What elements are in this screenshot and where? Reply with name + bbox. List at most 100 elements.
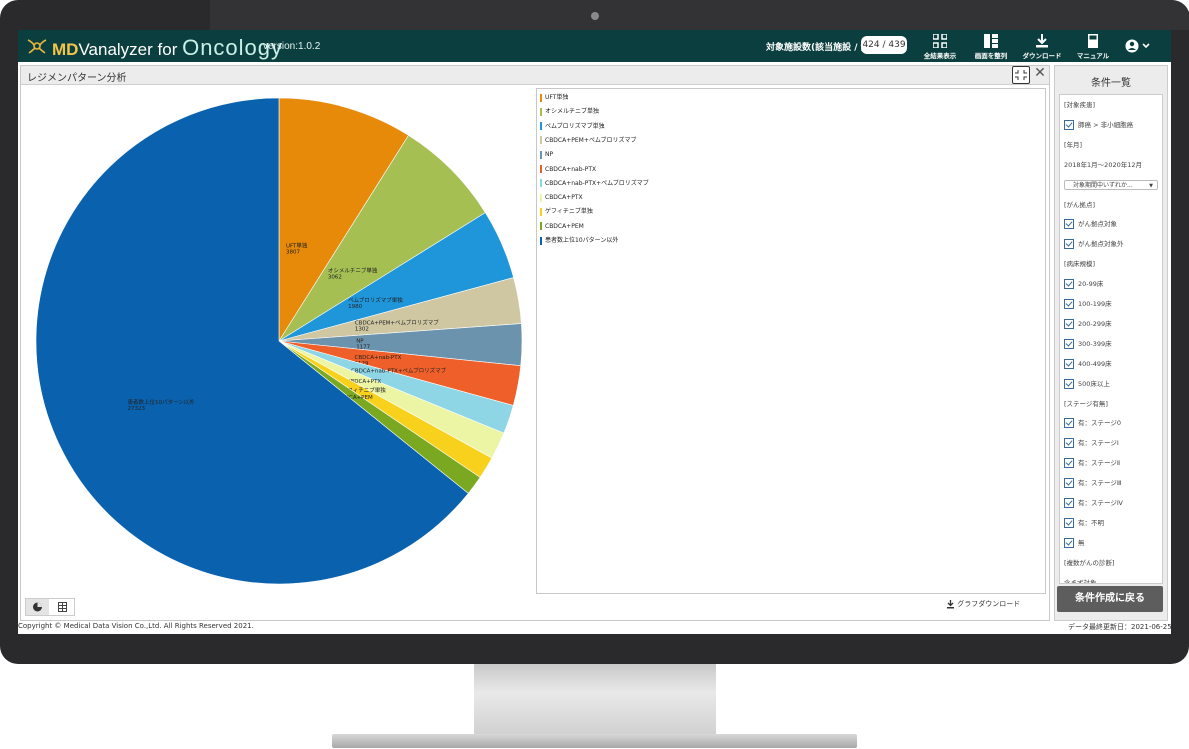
- condition-checkbox-row[interactable]: 有：ステージⅣ: [1064, 497, 1123, 509]
- layout-icon: [984, 34, 998, 48]
- checkbox-checked[interactable]: [1064, 219, 1074, 230]
- pie-view-button[interactable]: [26, 599, 49, 615]
- checkbox-checked[interactable]: [1064, 537, 1074, 548]
- slice-label-value: 1177: [356, 344, 370, 350]
- legend-item[interactable]: CBDCA+PEM+ペムブロリズマブ: [540, 136, 637, 145]
- slice-label-name: NP: [356, 338, 364, 344]
- condition-label: 肺癌 > 非小細胞癌: [1078, 120, 1134, 129]
- condition-checkbox-row[interactable]: 200-299床: [1064, 318, 1112, 330]
- condition-group-header: [ステージ有無]: [1064, 398, 1108, 410]
- slice-label-name: オシメルチニブ単独: [328, 266, 378, 274]
- pie-slice: [35, 97, 469, 585]
- condition-checkbox-row[interactable]: がん拠点対象外: [1064, 238, 1124, 250]
- condition-label: 有：不明: [1078, 518, 1104, 527]
- legend-swatch: [540, 207, 542, 216]
- legend-item[interactable]: ペムブロリズマブ単独: [540, 122, 605, 131]
- checkbox-checked[interactable]: [1064, 517, 1074, 528]
- condition-label: [対象疾患]: [1064, 101, 1096, 109]
- condition-label: 含まず対象: [1064, 578, 1097, 584]
- checkbox-checked[interactable]: [1064, 358, 1074, 369]
- legend-swatch: [540, 179, 542, 188]
- close-icon: ✕: [1034, 65, 1046, 81]
- legend-item[interactable]: ゲフィチニブ単独: [540, 207, 593, 216]
- condition-checkbox-row[interactable]: 有：不明: [1064, 517, 1104, 529]
- condition-checkbox-row[interactable]: がん拠点対象: [1064, 218, 1117, 230]
- arrange-screen-button[interactable]: 画面を整列: [963, 34, 1019, 60]
- panel-header: レジメンパターン分析 ✕: [21, 65, 1049, 85]
- condition-group-header: [病床規模]: [1064, 258, 1095, 270]
- legend-item[interactable]: オシメルチニブ単独: [540, 107, 599, 116]
- checkbox-checked[interactable]: [1064, 239, 1074, 250]
- shrink-icon: [1015, 70, 1027, 80]
- checkbox-checked[interactable]: [1064, 498, 1074, 508]
- slice-label-value: 3807: [286, 250, 300, 256]
- condition-label: 300-399床: [1078, 339, 1112, 348]
- condition-label: 有：ステージⅠ: [1078, 439, 1119, 448]
- condition-label: 500床以上: [1078, 379, 1110, 388]
- legend-item[interactable]: CBDCA+PEM: [540, 222, 584, 231]
- user-circle-icon[interactable]: [1124, 38, 1154, 54]
- legend-item[interactable]: UFT単独: [540, 93, 568, 102]
- condition-label: [がん拠点]: [1064, 200, 1096, 209]
- camera: [591, 12, 599, 20]
- chart-legend: UFT単独オシメルチニブ単独 ペムブロリズマブ単独 CBDCA+PEM+ペムブロリズ…: [536, 88, 1046, 594]
- view-toggle: [25, 598, 75, 616]
- target-facility-count: 424 / 439: [861, 36, 907, 54]
- condition-checkbox-row[interactable]: 400-499床: [1064, 358, 1112, 370]
- legend-item[interactable]: CBDCA+PTX: [540, 193, 583, 202]
- checkbox-checked[interactable]: [1064, 418, 1074, 429]
- legend-label: ゲフィチニブ単独: [545, 208, 593, 216]
- legend-label: CBDCA+PTX: [545, 194, 583, 202]
- legend-label: NP: [545, 151, 554, 159]
- slice-label-name: CBDCA+PEM+ペムブロリズマブ: [355, 319, 439, 327]
- back-to-conditions-button[interactable]: 条件作成に戻る: [1057, 586, 1163, 612]
- graph-download-button[interactable]: グラフダウンロード: [946, 599, 1020, 609]
- slice-label-value: 1302: [355, 327, 369, 333]
- condition-checkbox-row[interactable]: 100-199床: [1064, 298, 1112, 310]
- chevron-down-icon: ▼: [1149, 182, 1153, 189]
- condition-label: がん拠点対象外: [1078, 240, 1124, 249]
- checkbox-checked[interactable]: [1064, 458, 1074, 469]
- panel-title: レジメンパターン分析: [27, 73, 127, 84]
- slice-label-name: ゲフィチニブ単独: [342, 386, 386, 394]
- condition-checkbox-row[interactable]: 300-399床: [1064, 338, 1112, 350]
- show-all-results-button[interactable]: 全結果表示: [912, 34, 968, 60]
- checkbox-checked[interactable]: [1064, 338, 1074, 349]
- checkbox-checked[interactable]: [1064, 378, 1074, 389]
- condition-checkbox-row[interactable]: 有：ステージⅡ: [1064, 457, 1120, 469]
- condition-checkbox-row[interactable]: 無: [1064, 537, 1085, 549]
- legend-item[interactable]: 患者数上位10パターン以外: [540, 236, 618, 245]
- condition-checkbox-row[interactable]: 肺癌 > 非小細胞癌: [1064, 119, 1133, 131]
- shrink-panel-button[interactable]: [1012, 66, 1030, 84]
- condition-checkbox-row[interactable]: 500床以上: [1064, 378, 1110, 390]
- manual-button[interactable]: マニュアル: [1065, 34, 1121, 60]
- legend-swatch: [540, 93, 542, 102]
- condition-checkbox-row[interactable]: 有：ステージ0: [1064, 417, 1121, 429]
- checkbox-checked[interactable]: [1064, 299, 1074, 309]
- checkbox-checked[interactable]: [1064, 279, 1074, 290]
- legend-label: 患者数上位10パターン以外: [545, 237, 619, 244]
- grid-icon: [933, 34, 947, 48]
- period-select-value: 対象期間中いずれか...: [1073, 181, 1133, 189]
- legend-item[interactable]: CBDCA+nab-PTX+ペムブロリズマブ: [540, 179, 649, 188]
- monitor-bezel: MDVanalyzer for Oncology version:1.0.2 対…: [0, 0, 1189, 664]
- logo-text: MDVanalyzer for Oncology: [52, 35, 284, 60]
- sidebar-title: 条件一覧: [1091, 78, 1131, 89]
- legend-item[interactable]: CBDCA+nab-PTX: [540, 165, 596, 174]
- download-button[interactable]: ダウンロード: [1014, 34, 1070, 60]
- table-icon: [58, 602, 67, 612]
- condition-checkbox-row[interactable]: 有：ステージⅠ: [1064, 437, 1119, 449]
- condition-checkbox-row[interactable]: 有：ステージⅢ: [1064, 477, 1121, 489]
- legend-item[interactable]: NP: [540, 150, 553, 159]
- period-select[interactable]: 対象期間中いずれか... ▼: [1064, 179, 1158, 190]
- checkbox-checked[interactable]: [1064, 478, 1074, 489]
- version-label: version:1.0.2: [263, 41, 321, 52]
- checkbox-checked[interactable]: [1064, 318, 1074, 329]
- checkbox-checked[interactable]: [1064, 119, 1074, 130]
- condition-checkbox-row[interactable]: 20-99床: [1064, 278, 1103, 290]
- condition-label: 有：ステージ0: [1078, 419, 1122, 428]
- condition-group-header: [がん拠点]: [1064, 199, 1095, 211]
- close-panel-button[interactable]: ✕: [1033, 65, 1047, 81]
- table-view-button[interactable]: [51, 599, 74, 615]
- checkbox-checked[interactable]: [1064, 438, 1074, 449]
